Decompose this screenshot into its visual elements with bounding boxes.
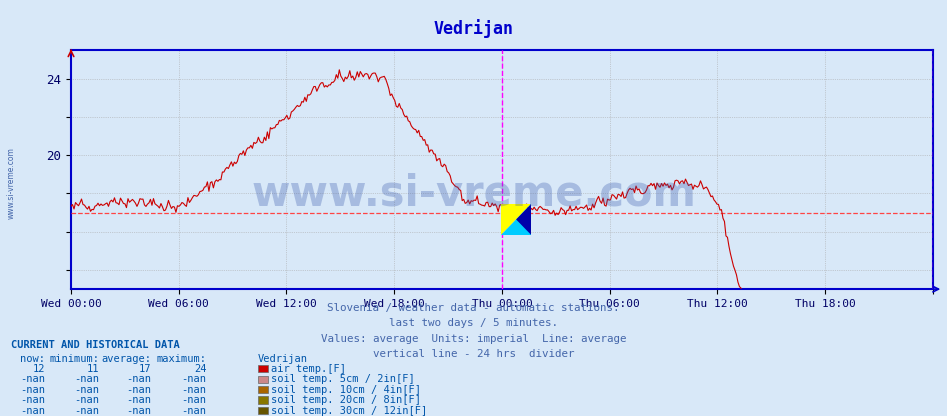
Text: -nan: -nan [182, 374, 206, 384]
Text: -nan: -nan [75, 374, 99, 384]
Text: -nan: -nan [21, 374, 45, 384]
Text: Values: average  Units: imperial  Line: average: Values: average Units: imperial Line: av… [321, 334, 626, 344]
Text: -nan: -nan [182, 406, 206, 416]
Text: -nan: -nan [21, 395, 45, 405]
Text: 24: 24 [194, 364, 206, 374]
Polygon shape [501, 204, 531, 235]
Text: Vedrijan: Vedrijan [434, 19, 513, 38]
Text: vertical line - 24 hrs  divider: vertical line - 24 hrs divider [373, 349, 574, 359]
Polygon shape [501, 204, 531, 235]
Polygon shape [516, 204, 531, 235]
Text: Vedrijan: Vedrijan [258, 354, 308, 364]
Text: average:: average: [101, 354, 152, 364]
Text: -nan: -nan [75, 395, 99, 405]
Text: now:: now: [21, 354, 45, 364]
Text: -nan: -nan [182, 395, 206, 405]
Text: -nan: -nan [127, 406, 152, 416]
Text: 12: 12 [33, 364, 45, 374]
Text: 11: 11 [87, 364, 99, 374]
Text: maximum:: maximum: [156, 354, 206, 364]
Text: -nan: -nan [21, 385, 45, 395]
Text: minimum:: minimum: [49, 354, 99, 364]
Text: soil temp. 10cm / 4in[F]: soil temp. 10cm / 4in[F] [271, 385, 420, 395]
Text: www.si-vreme.com: www.si-vreme.com [7, 147, 16, 219]
Text: soil temp. 5cm / 2in[F]: soil temp. 5cm / 2in[F] [271, 374, 415, 384]
Text: -nan: -nan [75, 385, 99, 395]
Text: -nan: -nan [182, 385, 206, 395]
Text: -nan: -nan [127, 395, 152, 405]
Text: soil temp. 30cm / 12in[F]: soil temp. 30cm / 12in[F] [271, 406, 427, 416]
Text: -nan: -nan [21, 406, 45, 416]
Text: soil temp. 20cm / 8in[F]: soil temp. 20cm / 8in[F] [271, 395, 420, 405]
Text: Slovenia / weather data - automatic stations.: Slovenia / weather data - automatic stat… [328, 303, 619, 313]
Text: air temp.[F]: air temp.[F] [271, 364, 346, 374]
Text: -nan: -nan [127, 385, 152, 395]
Text: -nan: -nan [75, 406, 99, 416]
Text: www.si-vreme.com: www.si-vreme.com [251, 173, 696, 214]
Text: -nan: -nan [127, 374, 152, 384]
Text: 17: 17 [139, 364, 152, 374]
Text: last two days / 5 minutes.: last two days / 5 minutes. [389, 318, 558, 328]
Text: CURRENT AND HISTORICAL DATA: CURRENT AND HISTORICAL DATA [11, 340, 180, 350]
